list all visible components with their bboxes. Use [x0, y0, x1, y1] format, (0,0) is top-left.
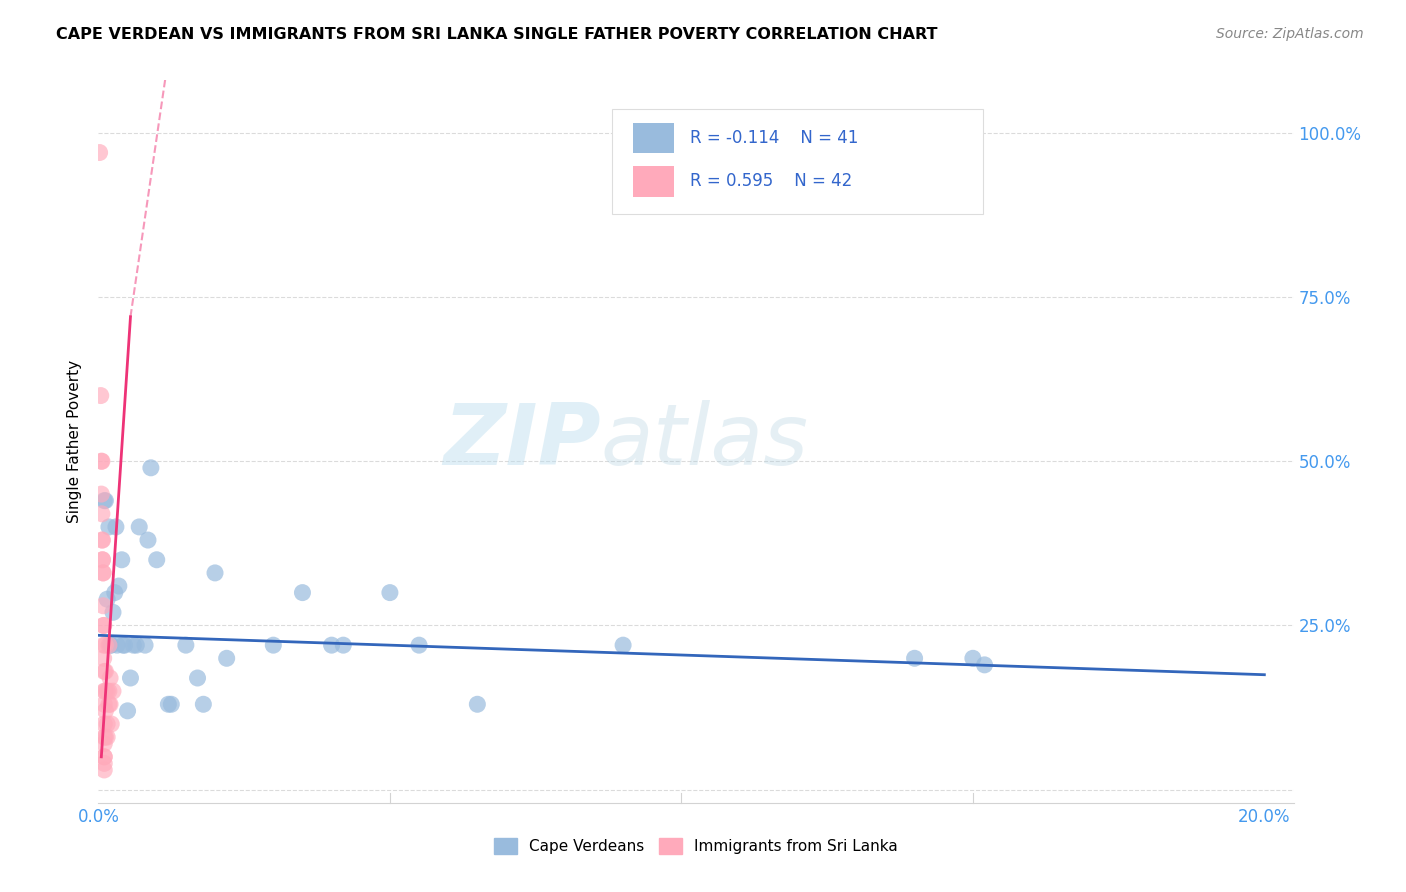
Point — [93, 638, 115, 652]
Point — [262, 638, 284, 652]
Point — [90, 487, 112, 501]
Point — [321, 638, 343, 652]
Point — [104, 520, 127, 534]
Point — [186, 671, 208, 685]
Point — [96, 684, 118, 698]
Point — [90, 454, 112, 468]
Point — [94, 638, 117, 652]
Legend: Cape Verdeans, Immigrants from Sri Lanka: Cape Verdeans, Immigrants from Sri Lanka — [488, 832, 904, 860]
Point — [94, 665, 117, 679]
Point — [122, 638, 145, 652]
Point — [100, 638, 122, 652]
Text: CAPE VERDEAN VS IMMIGRANTS FROM SRI LANKA SINGLE FATHER POVERTY CORRELATION CHAR: CAPE VERDEAN VS IMMIGRANTS FROM SRI LANK… — [56, 27, 938, 42]
Point — [111, 638, 134, 652]
Point — [93, 737, 115, 751]
Point — [160, 698, 183, 712]
Point — [117, 704, 139, 718]
Point — [114, 638, 136, 652]
Point — [97, 638, 120, 652]
Point — [136, 533, 159, 547]
Point — [408, 638, 430, 652]
Y-axis label: Single Father Poverty: Single Father Poverty — [67, 360, 83, 523]
FancyBboxPatch shape — [613, 109, 983, 214]
Point — [91, 599, 114, 613]
Point — [93, 684, 115, 698]
Point — [94, 684, 117, 698]
Point — [93, 763, 115, 777]
Point — [134, 638, 156, 652]
Point — [96, 592, 118, 607]
Point — [139, 460, 162, 475]
Point — [91, 553, 114, 567]
Point — [108, 579, 131, 593]
Point — [97, 520, 120, 534]
Point — [93, 651, 115, 665]
Point — [93, 749, 115, 764]
Text: R = -0.114    N = 41: R = -0.114 N = 41 — [690, 129, 859, 147]
Point — [204, 566, 226, 580]
FancyBboxPatch shape — [633, 166, 675, 196]
Point — [90, 388, 112, 402]
Point — [90, 533, 112, 547]
Point — [97, 684, 120, 698]
Point — [100, 717, 122, 731]
Point — [174, 638, 197, 652]
Point — [291, 585, 314, 599]
Point — [128, 520, 150, 534]
Text: Source: ZipAtlas.com: Source: ZipAtlas.com — [1216, 27, 1364, 41]
Point — [332, 638, 354, 652]
Point — [378, 585, 401, 599]
Point — [96, 730, 118, 744]
Point — [120, 671, 142, 685]
Point — [145, 553, 167, 567]
Point — [104, 585, 127, 599]
Point — [94, 704, 117, 718]
Point — [125, 638, 148, 652]
Text: ZIP: ZIP — [443, 400, 600, 483]
Point — [98, 638, 121, 652]
Point — [101, 684, 124, 698]
Point — [93, 665, 115, 679]
Text: R = 0.595    N = 42: R = 0.595 N = 42 — [690, 172, 852, 190]
Point — [93, 730, 115, 744]
Point — [105, 638, 128, 652]
Text: atlas: atlas — [600, 400, 808, 483]
Point — [973, 657, 995, 672]
Point — [91, 566, 114, 580]
Point — [93, 618, 115, 632]
Point — [157, 698, 180, 712]
FancyBboxPatch shape — [633, 123, 675, 153]
Point — [98, 671, 121, 685]
Point — [612, 638, 634, 652]
Point — [91, 533, 114, 547]
Point — [101, 605, 124, 619]
Point — [93, 493, 115, 508]
Point — [90, 507, 112, 521]
Point — [93, 749, 115, 764]
Point — [94, 730, 117, 744]
Point — [193, 698, 215, 712]
Point — [93, 618, 115, 632]
Point — [94, 493, 117, 508]
Point — [89, 145, 111, 160]
Point — [93, 756, 115, 771]
Point — [97, 698, 120, 712]
Point — [93, 717, 115, 731]
Point — [96, 717, 118, 731]
Point — [962, 651, 984, 665]
Point — [93, 698, 115, 712]
Point — [91, 553, 114, 567]
Point — [903, 651, 925, 665]
Point — [91, 566, 114, 580]
Point — [90, 454, 112, 468]
Point — [111, 553, 134, 567]
Point — [467, 698, 489, 712]
Point — [215, 651, 238, 665]
Point — [98, 698, 121, 712]
